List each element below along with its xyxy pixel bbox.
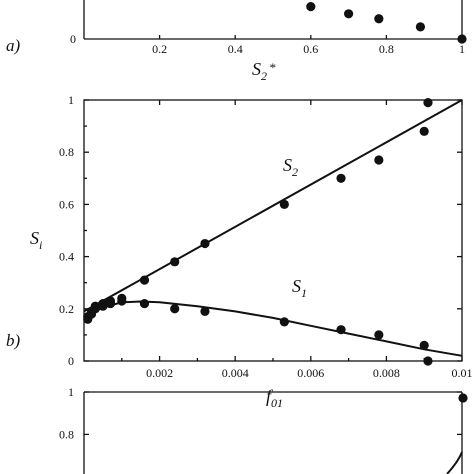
curve-s1 — [83, 300, 463, 357]
panel-a-point — [374, 14, 384, 24]
point-s1 — [170, 304, 180, 314]
panel-b-y-tick-label: 0.4 — [59, 250, 74, 264]
panel-c-ticks: 10.8 — [59, 385, 462, 441]
panel-b-x-tick-label: 0.002 — [146, 366, 173, 380]
panel-a-point — [415, 22, 426, 32]
point-s2 — [419, 126, 429, 136]
point-s2 — [423, 98, 433, 108]
panel-b-x-axis-title: f01 — [266, 386, 283, 410]
panel-b-x-tick-label: 0.01 — [452, 366, 473, 380]
point-s2 — [374, 155, 384, 165]
point-s1 — [98, 301, 108, 311]
panel-a-x-tick-label: 0.6 — [303, 42, 318, 56]
panel-b-y-tick-label: 0.2 — [59, 302, 74, 316]
panel-b-y-tick-label: 0.8 — [59, 145, 74, 159]
curve-label-s2: S2 — [283, 155, 298, 179]
point-s1 — [374, 330, 384, 340]
panel-b-y-axis-title: Si — [30, 228, 42, 252]
point-s2 — [139, 275, 150, 285]
panel-a-x-tick-label: 0.2 — [152, 42, 167, 56]
panel-c-y-tick-label: 0.8 — [59, 427, 74, 441]
panel-a-label: a) — [6, 36, 21, 55]
panel-c-curve — [446, 451, 463, 474]
panel-b-y-tick-label: 0.6 — [59, 197, 74, 211]
curve-s2 — [83, 99, 463, 313]
point-s1 — [90, 304, 100, 314]
panel-a-x-tick-label: 0.8 — [379, 42, 394, 56]
panel-b-points — [83, 98, 433, 366]
point-s1 — [139, 298, 150, 309]
panel-c-points — [458, 393, 468, 403]
panel-a-points — [306, 2, 467, 44]
panel-a-point — [306, 2, 316, 12]
point-s2 — [200, 238, 210, 249]
panel-a-y-tick-label: 0 — [70, 32, 76, 46]
panel-c-y-tick-label: 1 — [68, 385, 74, 399]
point-s1 — [423, 356, 433, 366]
panel-b-curves — [83, 99, 463, 357]
panel-a-point — [344, 9, 354, 19]
panel-b-y-tick-label: 0 — [68, 354, 74, 368]
point-s1 — [105, 298, 116, 309]
point-s1 — [336, 325, 346, 335]
panel-c-point — [458, 393, 468, 403]
point-s1 — [419, 340, 429, 350]
panel-b: 0.002 0.004 0.006 0.008 0.01 0 0.2 0.4 0.6 0.8 1 b… — [6, 93, 473, 410]
panel-a-x-tick-label: 1 — [459, 42, 465, 56]
panel-b-x-tick-label: 0.004 — [222, 366, 249, 380]
point-s2 — [170, 257, 180, 267]
curve-label-s1: S1 — [292, 276, 307, 300]
panel-c: 10.8 — [59, 385, 468, 474]
panel-a-x-axis-title: S2* — [252, 59, 276, 83]
point-s1 — [279, 317, 289, 327]
panel-a-point — [457, 34, 467, 44]
panel-b-x-tick-label: 0.006 — [297, 366, 324, 380]
point-s1 — [117, 296, 127, 306]
panel-b-ticks: 0.002 0.004 0.006 0.008 0.01 0 0.2 0.4 0.6 0.8 1 — [59, 93, 473, 380]
point-s2 — [279, 199, 289, 209]
panel-b-frame — [83, 99, 463, 362]
panel-b-label: b) — [6, 331, 21, 350]
panel-b-x-tick-label: 0.008 — [373, 366, 400, 380]
point-s2 — [336, 173, 346, 183]
panel-a-x-tick-label: 0.4 — [228, 42, 243, 56]
panel-a-ticks: 0.2 0.4 0.6 0.8 1 0 — [70, 32, 465, 56]
point-s1 — [200, 306, 210, 317]
panel-b-y-tick-label: 1 — [68, 93, 74, 107]
panel-a: 0.2 0.4 0.6 0.8 1 0 a) S2* — [6, 0, 467, 83]
